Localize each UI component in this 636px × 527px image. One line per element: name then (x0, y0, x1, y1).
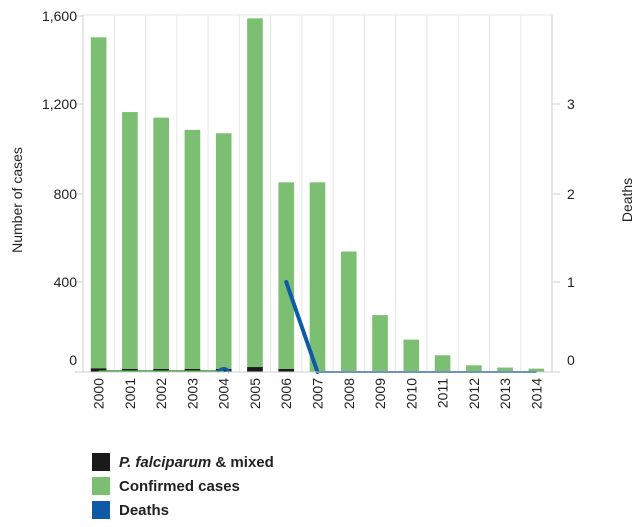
legend-item-falciparum: P. falciparum & mixed (92, 450, 274, 474)
falciparum-bar (90, 368, 107, 372)
confirmed-bar (90, 37, 107, 372)
tick-labels: 0 400 800 1,200 1,600 0 1 2 3 2000 2001 2002 2003 200… (42, 8, 575, 409)
x-tick-label: 2011 (435, 378, 451, 408)
x-tick-label: 2000 (91, 378, 107, 409)
confirmed-cases-bars (90, 18, 545, 373)
legend-falciparum-rest: & mixed (211, 453, 274, 471)
confirmed-bar (247, 18, 263, 373)
deaths-drop-segment (284, 280, 320, 374)
y-tick-label: 1,200 (42, 96, 77, 112)
confirmed-bar (153, 117, 169, 372)
y2-axis-title: Deaths (619, 178, 635, 222)
x-tick-label: 2007 (310, 378, 326, 409)
confirmed-bar (466, 365, 482, 372)
x-tick-label: 2008 (341, 378, 357, 409)
legend-falciparum-italic: P. falciparum (119, 453, 212, 471)
x-tick-label: 2006 (278, 378, 294, 409)
confirmed-bar (528, 368, 545, 372)
y2-tick-label: 0 (567, 352, 575, 368)
y-axis-title: Number of cases (9, 147, 25, 253)
x-tick-label: 2002 (153, 378, 169, 409)
y2-tick-label: 2 (567, 186, 575, 202)
legend-item-confirmed: Confirmed cases (92, 474, 274, 498)
legend-confirmed-label: Confirmed cases (119, 477, 240, 495)
legend-item-deaths: Deaths (92, 498, 274, 522)
confirmed-bar (372, 315, 388, 372)
malaria-chart: 0 400 800 1,200 1,600 0 1 2 3 2000 2001 2002 2003 200… (9, 8, 635, 409)
legend: P. falciparum & mixed Confirmed cases De… (92, 450, 274, 522)
x-tick-label: 2012 (466, 378, 482, 409)
legend-deaths-label: Deaths (119, 501, 170, 519)
x-tick-label: 2010 (403, 378, 419, 409)
falciparum-bar (247, 367, 263, 372)
confirmed-bar (122, 112, 138, 372)
falciparum-bar (278, 369, 295, 372)
confirmed-bar (184, 129, 201, 372)
grid-lines (82, 15, 553, 372)
x-tick-label: 2001 (122, 378, 138, 409)
x-tick-label: 2013 (497, 378, 513, 409)
confirmed-bar (403, 339, 420, 372)
confirmed-bar (434, 355, 451, 372)
confirmed-bar (340, 251, 357, 372)
y-tick-label: 400 (54, 274, 78, 290)
confirmed-bar (215, 133, 232, 372)
deaths-swatch (92, 501, 110, 519)
y2-tick-label: 1 (567, 274, 575, 290)
y-tick-label: 1,600 (42, 8, 77, 24)
confirmed-bar (497, 367, 513, 372)
x-tick-label: 2003 (184, 378, 200, 409)
confirmed-bar (309, 182, 326, 372)
deaths-point-2004 (216, 367, 231, 374)
confirmed-swatch (92, 477, 110, 495)
y-tick-label: 800 (54, 186, 78, 202)
confirmed-bar (278, 182, 295, 372)
axes (75, 14, 560, 373)
y-tick-label: 0 (69, 352, 77, 368)
x-tick-label: 2005 (247, 378, 263, 409)
x-tick-label: 2009 (372, 378, 388, 409)
falciparum-swatch (92, 453, 110, 471)
x-tick-label: 2004 (216, 378, 232, 409)
x-tick-label: 2014 (528, 378, 544, 409)
y2-tick-label: 3 (567, 96, 575, 112)
